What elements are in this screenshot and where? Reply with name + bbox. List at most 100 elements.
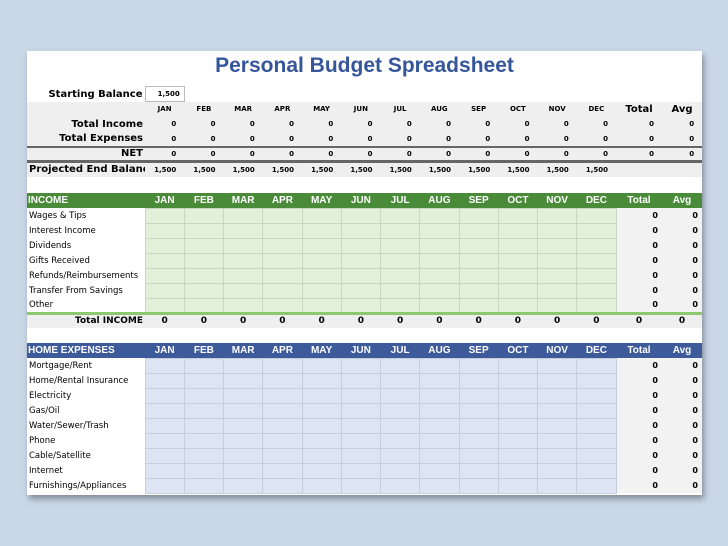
cell-may[interactable] <box>301 372 342 389</box>
cell-feb[interactable] <box>183 462 225 479</box>
cell-aug[interactable] <box>419 267 460 284</box>
cell-feb[interactable] <box>183 417 225 434</box>
cell-aug[interactable] <box>419 237 460 254</box>
cell-dec[interactable] <box>576 252 617 269</box>
cell-jan[interactable] <box>144 297 185 314</box>
cell-sep[interactable] <box>458 297 499 314</box>
cell-nov[interactable] <box>536 207 578 224</box>
cell-jul[interactable] <box>379 297 421 314</box>
cell-jun[interactable] <box>340 207 382 224</box>
cell-jan[interactable] <box>144 372 185 389</box>
cell-mar[interactable] <box>222 357 264 374</box>
cell-apr[interactable] <box>262 432 303 449</box>
cell-sep[interactable] <box>458 417 499 434</box>
cell-dec[interactable] <box>576 402 617 419</box>
cell-apr[interactable] <box>262 402 303 419</box>
cell-dec[interactable] <box>576 372 617 389</box>
cell-feb[interactable] <box>183 387 225 404</box>
cell-jun[interactable] <box>340 417 382 434</box>
cell-dec[interactable] <box>576 417 617 434</box>
cell-may[interactable] <box>301 297 342 314</box>
cell-jun[interactable] <box>340 447 382 464</box>
cell-apr[interactable] <box>262 207 303 224</box>
cell-may[interactable] <box>301 237 342 254</box>
cell-nov[interactable] <box>536 417 578 434</box>
cell-mar[interactable] <box>222 207 264 224</box>
cell-jul[interactable] <box>379 402 421 419</box>
cell-sep[interactable] <box>458 237 499 254</box>
cell-dec[interactable] <box>576 297 617 314</box>
cell-jun[interactable] <box>340 252 382 269</box>
cell-jun[interactable] <box>340 297 382 314</box>
cell-jan[interactable] <box>144 387 185 404</box>
cell-oct[interactable] <box>497 222 539 239</box>
cell-may[interactable] <box>301 477 342 494</box>
cell-jul[interactable] <box>379 432 421 449</box>
cell-dec[interactable] <box>576 447 617 464</box>
cell-mar[interactable] <box>222 222 264 239</box>
cell-aug[interactable] <box>419 297 460 314</box>
cell-jun[interactable] <box>340 282 382 299</box>
cell-dec[interactable] <box>576 387 617 404</box>
cell-feb[interactable] <box>183 297 225 314</box>
cell-jan[interactable] <box>144 237 185 254</box>
cell-apr[interactable] <box>262 282 303 299</box>
cell-nov[interactable] <box>536 252 578 269</box>
cell-jul[interactable] <box>379 237 421 254</box>
cell-oct[interactable] <box>497 477 539 494</box>
cell-feb[interactable] <box>183 267 225 284</box>
cell-mar[interactable] <box>222 252 264 269</box>
cell-oct[interactable] <box>497 462 539 479</box>
cell-mar[interactable] <box>222 462 264 479</box>
cell-jan[interactable] <box>144 282 185 299</box>
cell-oct[interactable] <box>497 237 539 254</box>
cell-apr[interactable] <box>262 267 303 284</box>
cell-nov[interactable] <box>536 387 578 404</box>
cell-dec[interactable] <box>576 357 617 374</box>
cell-aug[interactable] <box>419 252 460 269</box>
cell-may[interactable] <box>301 207 342 224</box>
cell-feb[interactable] <box>183 477 225 494</box>
cell-oct[interactable] <box>497 282 539 299</box>
cell-aug[interactable] <box>419 387 460 404</box>
cell-jul[interactable] <box>379 267 421 284</box>
cell-aug[interactable] <box>419 357 460 374</box>
cell-aug[interactable] <box>419 372 460 389</box>
cell-nov[interactable] <box>536 297 578 314</box>
cell-aug[interactable] <box>419 432 460 449</box>
cell-jun[interactable] <box>340 237 382 254</box>
cell-jan[interactable] <box>144 432 185 449</box>
cell-feb[interactable] <box>183 432 225 449</box>
cell-jul[interactable] <box>379 447 421 464</box>
cell-dec[interactable] <box>576 237 617 254</box>
cell-jan[interactable] <box>144 477 185 494</box>
cell-oct[interactable] <box>497 357 539 374</box>
cell-jun[interactable] <box>340 267 382 284</box>
cell-oct[interactable] <box>497 387 539 404</box>
cell-jan[interactable] <box>144 357 185 374</box>
cell-mar[interactable] <box>222 432 264 449</box>
cell-feb[interactable] <box>183 282 225 299</box>
cell-jul[interactable] <box>379 357 421 374</box>
cell-jun[interactable] <box>340 462 382 479</box>
cell-jul[interactable] <box>379 252 421 269</box>
cell-jan[interactable] <box>144 252 185 269</box>
cell-dec[interactable] <box>576 207 617 224</box>
cell-mar[interactable] <box>222 237 264 254</box>
cell-feb[interactable] <box>183 447 225 464</box>
cell-apr[interactable] <box>262 477 303 494</box>
cell-oct[interactable] <box>497 417 539 434</box>
cell-mar[interactable] <box>222 267 264 284</box>
cell-feb[interactable] <box>183 357 225 374</box>
cell-jun[interactable] <box>340 387 382 404</box>
cell-jan[interactable] <box>144 267 185 284</box>
cell-oct[interactable] <box>497 372 539 389</box>
cell-aug[interactable] <box>419 207 460 224</box>
cell-apr[interactable] <box>262 372 303 389</box>
cell-aug[interactable] <box>419 447 460 464</box>
cell-dec[interactable] <box>576 267 617 284</box>
cell-nov[interactable] <box>536 432 578 449</box>
cell-may[interactable] <box>301 387 342 404</box>
cell-nov[interactable] <box>536 402 578 419</box>
cell-may[interactable] <box>301 462 342 479</box>
